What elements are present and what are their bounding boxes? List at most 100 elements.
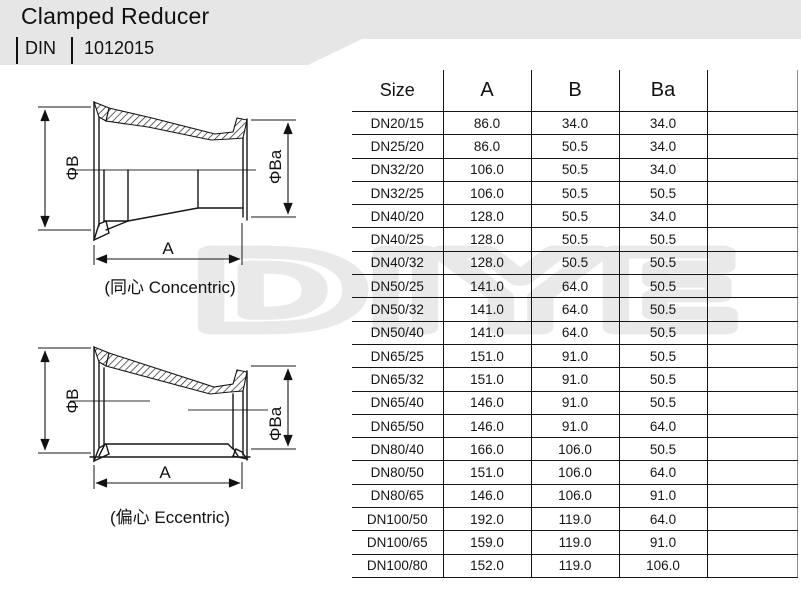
table-cell: [706, 344, 797, 369]
dim-label-a: A: [159, 463, 171, 482]
column-header: B: [530, 70, 619, 112]
column-header: A: [442, 70, 531, 112]
table-cell: [706, 391, 797, 415]
table-cell: 50.5: [618, 344, 707, 369]
table-cell: [706, 414, 797, 439]
table-cell: [706, 297, 797, 322]
table-cell: 64.0: [530, 274, 619, 299]
table-cell: DN50/40: [352, 321, 443, 345]
table-cell: 106.0: [530, 460, 619, 485]
table-cell: 128.0: [442, 227, 531, 252]
table-cell: [706, 111, 797, 136]
divider-bar: [16, 37, 18, 64]
table-cell: DN100/80: [352, 554, 443, 578]
column-header: Size: [352, 70, 443, 112]
table-cell: 141.0: [442, 297, 531, 322]
table-cell: 64.0: [618, 414, 707, 439]
table-body: DN20/15 86.0 34.0 34.0 DN25/20 86.0 50.5 34.0 DN…: [352, 111, 797, 578]
table-cell: 91.0: [530, 344, 619, 369]
concentric-caption: (同心 Concentric): [104, 278, 235, 297]
table-cell: 106.0: [618, 554, 707, 578]
table-cell: [706, 134, 797, 159]
table-row: DN40/20 128.0 50.5 34.0: [352, 204, 797, 229]
table-cell: 192.0: [442, 507, 531, 532]
table-cell: DN50/25: [352, 274, 443, 299]
table-cell: [706, 204, 797, 229]
table-cell: DN40/32: [352, 251, 443, 276]
table-row: DN65/32 151.0 91.0 50.5: [352, 367, 797, 392]
table-cell: 34.0: [618, 204, 707, 229]
standard-label: DIN: [25, 38, 56, 58]
table-cell: 152.0: [442, 554, 531, 578]
table-row: DN80/65 146.0 106.0 91.0: [352, 484, 797, 509]
technical-drawings: ΦB ΦBa A (同心 Concentric): [38, 101, 296, 527]
table-cell: 50.5: [618, 367, 707, 392]
table-cell: DN80/65: [352, 484, 443, 509]
table-cell: 106.0: [530, 437, 619, 462]
column-header: [706, 70, 797, 112]
table-cell: 151.0: [442, 460, 531, 485]
table-cell: [706, 484, 797, 509]
table-row: DN20/15 86.0 34.0 34.0: [352, 111, 797, 136]
table-cell: 64.0: [618, 507, 707, 532]
table-cell: 50.5: [530, 158, 619, 182]
dim-label-phi-b: ΦB: [63, 156, 82, 181]
table-row: DN40/32 128.0 50.5 50.5: [352, 251, 797, 276]
table-cell: 151.0: [442, 344, 531, 369]
table-cell: 146.0: [442, 484, 531, 509]
table-cell: [706, 507, 797, 532]
eccentric-caption: (偏心 Eccentric): [110, 508, 230, 527]
table-cell: 91.0: [530, 414, 619, 439]
table-cell: 50.5: [618, 251, 707, 276]
dim-label-phi-b: ΦB: [63, 389, 82, 414]
table-header-row: Size A B Ba: [352, 70, 797, 112]
table-cell: DN40/25: [352, 227, 443, 252]
table-cell: 128.0: [442, 251, 531, 276]
table-row: DN65/25 151.0 91.0 50.5: [352, 344, 797, 369]
table-cell: DN25/20: [352, 134, 443, 159]
column-header: Ba: [618, 70, 707, 112]
table-cell: 50.5: [530, 181, 619, 206]
table-cell: DN80/50: [352, 460, 443, 485]
table-cell: 86.0: [442, 134, 531, 159]
table-cell: DN20/15: [352, 111, 443, 136]
table-cell: [706, 554, 797, 578]
table-cell: 106.0: [530, 484, 619, 509]
table-cell: DN100/50: [352, 507, 443, 532]
table-cell: 50.5: [530, 204, 619, 229]
table-cell: 141.0: [442, 321, 531, 345]
table-row: DN50/32 141.0 64.0 50.5: [352, 297, 797, 322]
table-cell: DN32/20: [352, 158, 443, 182]
table-cell: [706, 251, 797, 276]
table-row: DN65/50 146.0 91.0 64.0: [352, 414, 797, 439]
dimensions-table: Size A B Ba DN20/15 86.0 34.0 34.0 DN25/20 86.0 5…: [352, 70, 798, 578]
table-cell: DN100/65: [352, 530, 443, 555]
table-cell: 34.0: [618, 111, 707, 136]
table-row: DN40/25 128.0 50.5 50.5: [352, 227, 797, 252]
table-row: DN50/40 141.0 64.0 50.5: [352, 321, 797, 345]
table-cell: DN80/40: [352, 437, 443, 462]
table-cell: [706, 530, 797, 555]
table-cell: 106.0: [442, 181, 531, 206]
page-title: Clamped Reducer: [21, 3, 210, 29]
table-cell: 50.5: [530, 251, 619, 276]
standard-number: 1012015: [84, 38, 155, 58]
table-row: DN32/25 106.0 50.5 50.5: [352, 181, 797, 206]
table-cell: [706, 158, 797, 182]
table-cell: 64.0: [618, 460, 707, 485]
table-cell: [706, 321, 797, 345]
table-cell: DN50/32: [352, 297, 443, 322]
table-cell: DN65/32: [352, 367, 443, 392]
dim-label-phi-ba: ΦBa: [266, 406, 285, 441]
table-cell: 91.0: [618, 484, 707, 509]
table-cell: 91.0: [530, 391, 619, 415]
table-row: DN100/50 192.0 119.0 64.0: [352, 507, 797, 532]
table-cell: 146.0: [442, 391, 531, 415]
table-cell: 50.5: [530, 134, 619, 159]
table-cell: 50.5: [618, 274, 707, 299]
table-cell: 50.5: [618, 227, 707, 252]
table-row: DN50/25 141.0 64.0 50.5: [352, 274, 797, 299]
table-cell: 128.0: [442, 204, 531, 229]
table-cell: 50.5: [618, 437, 707, 462]
table-cell: 146.0: [442, 414, 531, 439]
